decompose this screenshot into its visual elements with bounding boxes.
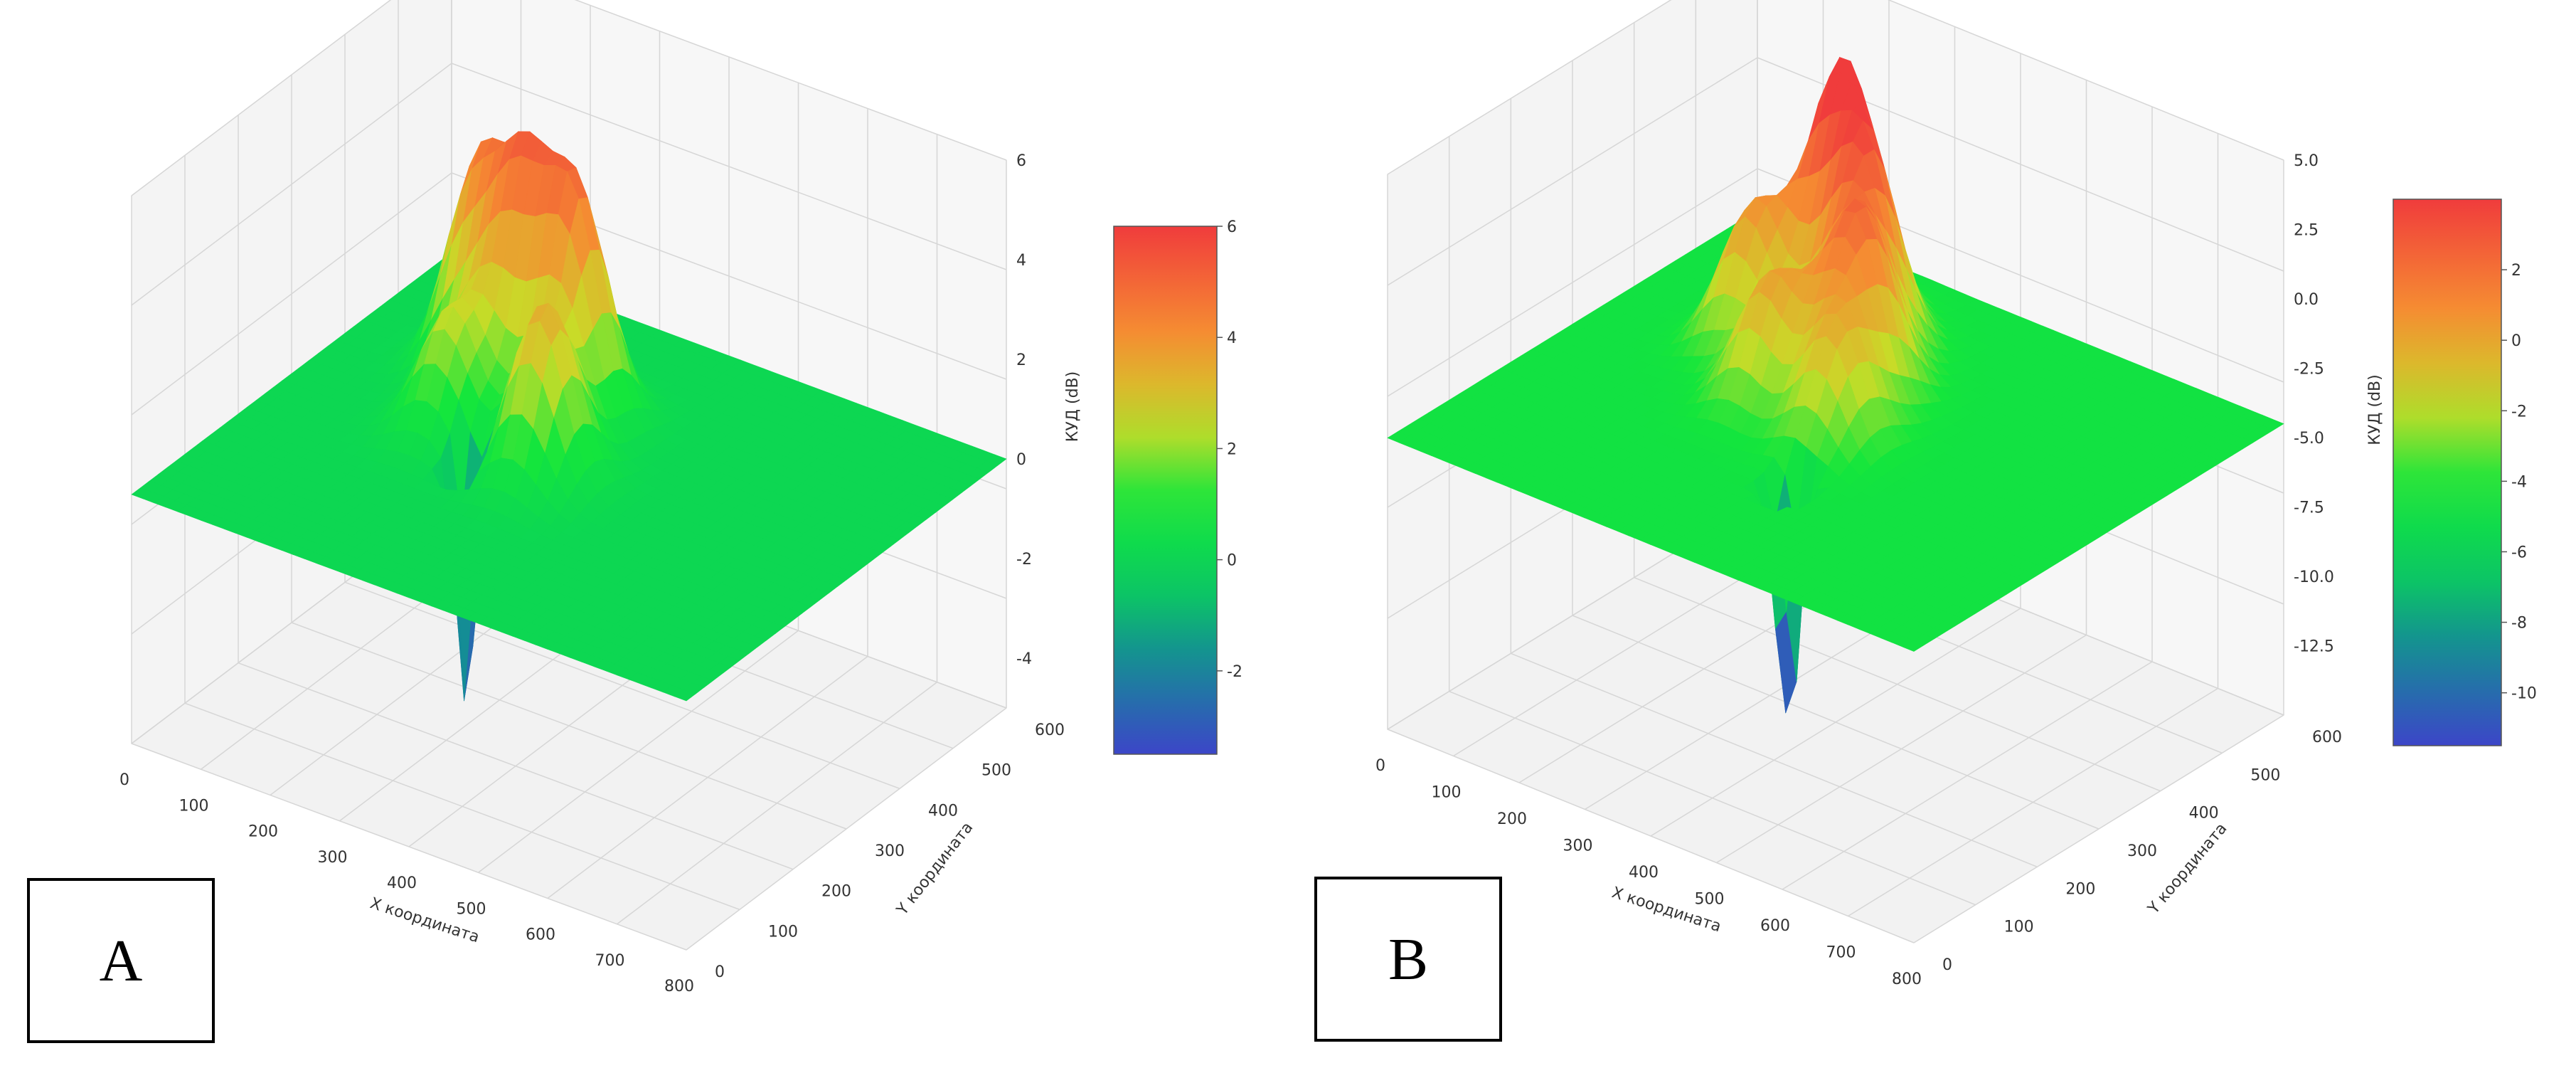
panel-b-z-tick: -10.0 <box>2294 569 2334 586</box>
panel-a-y-tick: 400 <box>928 802 958 820</box>
panel-b-colorbar-tick: -10 <box>2511 685 2537 703</box>
panel-a-y-tick: 600 <box>1035 721 1065 739</box>
panel-b-colorbar-gradient <box>2393 199 2502 746</box>
panel-a: 0 100 200 300 400 500 600 700 800 0 100 200 300 400 50… <box>27 0 1242 1043</box>
panel-a-colorbar-gradient <box>1113 226 1218 755</box>
panel-a-colorbar-tick: 6 <box>1227 218 1237 236</box>
panel-b-z-tick: 5.0 <box>2294 152 2319 170</box>
panel-b-z-tick: -7.5 <box>2294 499 2324 517</box>
panel-a-x-tick: 500 <box>457 900 486 918</box>
panel-b-colorbar: 2 0 -2 -4 -6 -8 -10 <box>2393 199 2537 746</box>
panel-b-colorbar-tick: -4 <box>2511 473 2527 491</box>
panel-b-z-tick: 0.0 <box>2294 291 2319 309</box>
panel-b-x-tick: 500 <box>1695 891 1725 909</box>
panel-b-y-tick: 500 <box>2250 766 2280 784</box>
panel-a-x-tick: 0 <box>119 771 129 789</box>
panel-a-surface <box>131 131 1007 702</box>
panel-a-y-tick: 500 <box>981 762 1011 780</box>
panel-b-y-tick: 600 <box>2312 729 2342 746</box>
panel-b-x-tick: 200 <box>1497 810 1527 828</box>
panel-a-z-tick: -2 <box>1016 551 1032 569</box>
panel-b-colorbar-tick: -6 <box>2511 544 2527 561</box>
panel-b-surface <box>1387 56 2284 714</box>
panel-label-b: B <box>1314 877 1502 1042</box>
panel-b-x-tick: 0 <box>1375 757 1385 775</box>
panel-b-y-label: Y координата <box>2144 820 2231 918</box>
panel-a-colorbar-tick: 4 <box>1227 329 1237 347</box>
panel-b-y-tick: 100 <box>2004 919 2034 936</box>
panel-a-colorbar-tick: 2 <box>1227 440 1237 458</box>
panel-a-x-tick: 200 <box>248 823 278 841</box>
panel-b-z-tick: 2.5 <box>2294 222 2319 240</box>
panel-a-surface-cell <box>674 689 696 702</box>
panel-b-surface-cell <box>1902 640 1925 652</box>
panel-a-x-tick: 300 <box>318 849 348 867</box>
panel-a-x-tick: 700 <box>595 952 625 970</box>
panel-b-x-tick: 400 <box>1629 864 1659 882</box>
panel-b-z-tick: -2.5 <box>2294 361 2324 379</box>
panel-a-z-tick: 6 <box>1016 152 1026 170</box>
panel-b-colorbar-tick: 0 <box>2511 332 2521 350</box>
panel-a-y-label: Y координата <box>893 819 977 919</box>
panel-a-x-tick: 800 <box>664 978 694 995</box>
panel-b-y-tick: 300 <box>2127 842 2157 860</box>
panel-b-x-tick: 800 <box>1892 971 1922 988</box>
panel-a-colorbar-tick: 0 <box>1227 552 1237 570</box>
panel-a-z-label: КУД (dB) <box>1064 371 1082 442</box>
panel-b: 0 100 200 300 400 500 600 700 800 0 100 200 300 400 50… <box>1288 0 2576 1068</box>
panel-b-z-tick: -5.0 <box>2294 430 2324 448</box>
panel-a-y-tick: 0 <box>715 963 725 981</box>
panel-b-y-tick: 0 <box>1942 956 1952 974</box>
panel-b-x-tick: 600 <box>1760 917 1790 935</box>
surface-plot-a: 0100200300400500600700800010020030040050… <box>119 0 1242 995</box>
panel-b-z-label: КУД (dB) <box>2366 374 2384 445</box>
panel-label-b-text: B <box>1388 926 1429 993</box>
panel-b-x-tick: 300 <box>1563 837 1593 855</box>
panel-a-colorbar-tick: -2 <box>1227 663 1242 681</box>
panel-b-y-tick: 400 <box>2189 805 2219 823</box>
panel-b-z-tick: -12.5 <box>2294 638 2334 656</box>
panel-a-z-tick: 0 <box>1016 451 1026 469</box>
panel-b-colorbar-tick: 2 <box>2511 262 2521 280</box>
surface-plot-b: 0 100 200 300 400 500 600 700 800 0 100 200 300 400 50… <box>1375 0 2537 988</box>
panel-a-x-tick: 400 <box>387 874 417 892</box>
panel-b-x-tick: 100 <box>1432 784 1462 802</box>
panel-b-colorbar-tick: -2 <box>2511 403 2527 421</box>
panel-label-a-text: A <box>99 927 143 994</box>
panel-a-x-tick: 600 <box>526 926 555 944</box>
panel-b-x-tick: 700 <box>1826 944 1856 962</box>
panel-a-y-tick: 300 <box>875 842 905 860</box>
panel-a-z-tick: -4 <box>1016 650 1032 668</box>
panel-label-a: A <box>27 878 215 1043</box>
panel-b-colorbar-tick: -8 <box>2511 615 2527 633</box>
panel-a-x-tick: 100 <box>179 797 209 815</box>
panel-a-z-tick: 2 <box>1016 351 1026 369</box>
panel-b-y-tick: 200 <box>2065 880 2095 898</box>
panel-a-y-tick: 100 <box>768 923 798 941</box>
panel-a-z-tick: 4 <box>1016 252 1026 270</box>
panel-a-colorbar: 6 4 2 0 -2 <box>1113 218 1242 755</box>
panel-a-y-tick: 200 <box>821 883 851 901</box>
